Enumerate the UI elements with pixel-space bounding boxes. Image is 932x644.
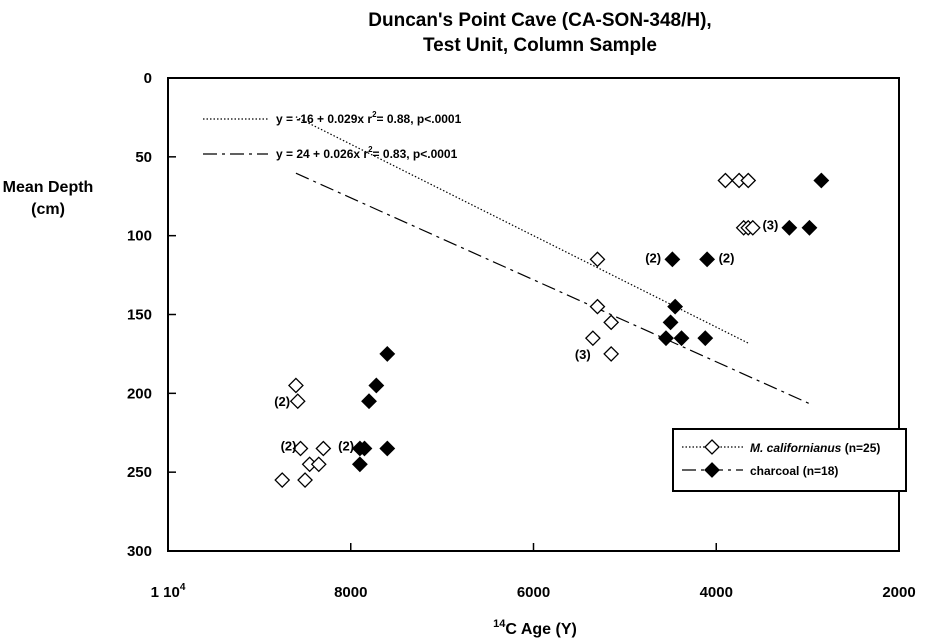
equation-text: y = -16 + 0.029x: [276, 112, 367, 126]
x-tick-label: 6000: [517, 584, 550, 601]
count-annotation: (2): [719, 251, 735, 266]
chart-title-line2: Test Unit, Column Sample: [423, 35, 657, 56]
equation-text: y = 24 + 0.026x: [276, 147, 363, 161]
regression-equation: y = 24 + 0.026x r2= 0.83, p<.0001: [276, 145, 458, 161]
y-tick-label: 250: [127, 464, 152, 481]
charcoal-point: [781, 219, 798, 236]
y-axis: 0 50 100 150 200 250 300: [127, 70, 176, 560]
x-tick-label-superscript: 4: [180, 582, 186, 593]
californianus-point: [589, 251, 606, 268]
x-tick-label-text: 4000: [700, 584, 733, 601]
legend-series-name: M. californianus: [750, 441, 842, 455]
x-tick-label: 1 104: [151, 582, 186, 601]
count-annotation: (2): [281, 438, 297, 453]
charcoal-point: [361, 393, 377, 410]
legend-series-count: (n=25): [841, 441, 880, 455]
californianus-point: [603, 314, 620, 331]
charcoal-point: [664, 251, 681, 268]
regression-line: [295, 172, 813, 406]
californianus-point: [289, 393, 306, 410]
count-annotation: (2): [338, 438, 354, 453]
r2-prefix: r: [367, 112, 372, 126]
y-axis-label-line2: (cm): [31, 201, 65, 218]
legend: M. californianus (n=25)charcoal (n=18): [672, 428, 907, 492]
californianus-point: [288, 377, 304, 394]
legend-series-count: (n=18): [799, 464, 838, 478]
charcoal-point: [813, 172, 830, 189]
californianus-point: [589, 298, 606, 315]
californianus-point: [603, 345, 620, 362]
y-tick-label: 100: [127, 228, 152, 245]
x-tick-label: 4000: [700, 584, 733, 601]
r2-superscript: 2: [372, 110, 377, 119]
count-annotation: (2): [274, 394, 290, 409]
charcoal-point: [379, 440, 396, 457]
y-tick-label: 300: [127, 543, 152, 560]
regression-equation: y = -16 + 0.029x r2= 0.88, p<.0001: [276, 110, 462, 126]
data-points: [274, 172, 830, 488]
x-axis-label-superscript: 14: [493, 618, 506, 630]
californianus-point: [744, 219, 761, 236]
x-tick-label-text: 6000: [517, 584, 550, 601]
x-tick-label: 2000: [882, 584, 915, 601]
r2-prefix: r: [363, 147, 368, 161]
charcoal-point: [368, 377, 385, 394]
legend-marker: [704, 462, 720, 478]
californianus-point: [740, 172, 757, 189]
count-annotation: (3): [575, 347, 591, 362]
charcoal-point: [658, 330, 674, 347]
charcoal-point: [356, 440, 373, 457]
charcoal-point: [801, 219, 818, 236]
r2-superscript: 2: [368, 145, 373, 154]
charcoal-point: [673, 330, 690, 347]
charcoal-point: [699, 251, 716, 268]
charcoal-point: [351, 456, 368, 473]
chart-title-line1: Duncan's Point Cave (CA-SON-348/H),: [368, 10, 711, 31]
point-annotations: (2) (2) (2) (3) (2) (2) (3): [274, 218, 778, 454]
charcoal-point: [667, 298, 684, 315]
charcoal-point: [379, 345, 396, 362]
legend-label: M. californianus (n=25): [750, 441, 880, 455]
x-axis: 1 104 8000 6000 4000 2000: [151, 543, 916, 601]
x-tick-label-text: 1 10: [151, 584, 180, 601]
x-axis-label-main: C Age (Y): [505, 621, 576, 638]
californianus-point: [584, 330, 601, 347]
y-axis-label-line1: Mean Depth: [3, 179, 94, 196]
legend-marker: [704, 439, 720, 455]
legend-box: [672, 428, 907, 492]
californianus-point: [297, 472, 313, 488]
x-tick-label-text: 8000: [334, 584, 367, 601]
legend-label: charcoal (n=18): [750, 464, 838, 478]
y-tick-label: 200: [127, 385, 152, 402]
x-tick-label: 8000: [334, 584, 367, 601]
californianus-point: [315, 440, 332, 457]
legend-series-name: charcoal: [750, 464, 799, 478]
charcoal-point: [662, 314, 679, 331]
y-tick-label: 0: [144, 70, 152, 87]
californianus-point: [274, 472, 291, 488]
californianus-point: [310, 456, 327, 473]
y-tick-label: 50: [135, 149, 152, 166]
y-tick-label: 150: [127, 307, 152, 324]
count-annotation: (3): [762, 218, 778, 233]
x-tick-label-text: 2000: [882, 584, 915, 601]
californianus-point: [292, 440, 309, 457]
californianus-point: [717, 172, 734, 189]
x-axis-label: 14C Age (Y): [493, 618, 577, 638]
count-annotation: (2): [645, 251, 661, 266]
r2-value: = 0.88, p<.0001: [377, 112, 462, 126]
charcoal-point: [697, 330, 714, 347]
r2-value: = 0.83, p<.0001: [373, 147, 458, 161]
